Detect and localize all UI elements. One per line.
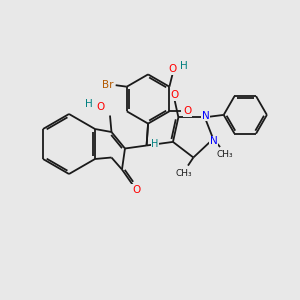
Text: H: H bbox=[151, 139, 159, 149]
Text: N: N bbox=[202, 111, 209, 121]
Text: Br: Br bbox=[102, 80, 114, 90]
Text: O: O bbox=[96, 102, 104, 112]
Text: H: H bbox=[180, 61, 188, 71]
Text: O: O bbox=[183, 106, 191, 116]
Text: O: O bbox=[171, 90, 179, 100]
Text: N: N bbox=[210, 136, 218, 146]
Text: CH₃: CH₃ bbox=[217, 150, 233, 159]
Text: O: O bbox=[132, 185, 140, 195]
Text: O: O bbox=[168, 64, 176, 74]
Text: H: H bbox=[85, 99, 92, 109]
Text: CH₃: CH₃ bbox=[176, 169, 192, 178]
